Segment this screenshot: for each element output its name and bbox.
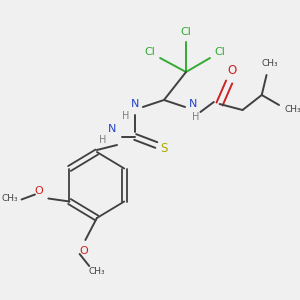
Text: Cl: Cl bbox=[181, 27, 191, 37]
Text: S: S bbox=[160, 142, 168, 155]
Text: N: N bbox=[131, 99, 140, 109]
Text: CH₃: CH₃ bbox=[284, 104, 300, 113]
Text: H: H bbox=[122, 111, 129, 121]
Text: O: O bbox=[34, 187, 43, 196]
Text: O: O bbox=[79, 246, 88, 256]
Text: O: O bbox=[227, 64, 237, 77]
Text: Cl: Cl bbox=[144, 47, 155, 57]
Text: N: N bbox=[188, 99, 197, 109]
Text: CH₃: CH₃ bbox=[2, 194, 18, 203]
Text: Cl: Cl bbox=[214, 47, 225, 57]
Text: CH₃: CH₃ bbox=[261, 58, 278, 68]
Text: H: H bbox=[192, 112, 199, 122]
Text: CH₃: CH₃ bbox=[88, 268, 105, 277]
Text: N: N bbox=[108, 124, 116, 134]
Text: H: H bbox=[99, 135, 106, 145]
